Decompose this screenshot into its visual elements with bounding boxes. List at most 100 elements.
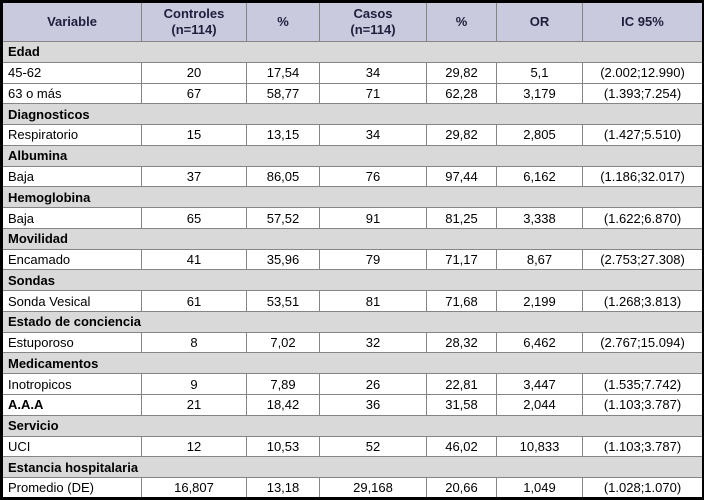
value-cell: (2.002;12.990) — [582, 61, 704, 84]
value-cell: 15 — [141, 124, 247, 146]
col-header-label: % — [277, 13, 289, 29]
section-row: Estancia hospitalaria — [1, 456, 704, 479]
value-cell: 13,18 — [246, 477, 320, 499]
value-cell: 81,25 — [426, 207, 497, 229]
col-header-variable: Variable — [1, 1, 142, 42]
value-cell: 62,28 — [426, 82, 497, 105]
table-row: 45-62 20 17,54 34 29,82 5,1 (2.002;12.990) — [1, 61, 704, 84]
value-cell: 57,52 — [246, 207, 320, 229]
col-header-label: IC 95% — [621, 13, 664, 29]
col-header-controles: Controles (n=114) — [141, 1, 247, 42]
col-header-sublabel: (n=114) — [350, 22, 396, 37]
value-cell: 7,02 — [246, 331, 320, 354]
value-cell: 46,02 — [426, 435, 497, 458]
value-cell: (1.103;3.787) — [582, 435, 704, 458]
col-header-label: Casos — [353, 5, 393, 21]
value-cell: (1.186;32.017) — [582, 165, 704, 188]
value-cell: 2,805 — [496, 124, 583, 146]
value-cell: 61 — [141, 290, 247, 312]
table-row: Estuporoso 8 7,02 32 28,32 6,462 (2.767;15.094… — [1, 331, 704, 354]
value-cell: 29,82 — [426, 124, 497, 146]
col-header-label: % — [455, 13, 468, 29]
value-cell: 22,81 — [426, 373, 497, 396]
variable-cell: Baja — [1, 165, 142, 188]
value-cell: 71 — [319, 82, 427, 105]
value-cell: 79 — [319, 248, 427, 271]
value-cell: 34 — [319, 61, 427, 84]
value-cell: 36 — [319, 394, 427, 416]
section-label: Hemoglobina — [1, 186, 704, 209]
value-cell: 71,17 — [426, 248, 497, 271]
table-row: Baja 37 86,05 76 97,44 6,162 (1.186;32.017) — [1, 165, 704, 188]
col-header-casos-percent: % — [426, 1, 497, 42]
value-cell: 17,54 — [246, 61, 320, 84]
value-cell: 2,199 — [496, 290, 583, 312]
value-cell: 20,66 — [426, 477, 497, 499]
table-row: Promedio (DE) 16,807 13,18 29,168 20,66 1,049… — [1, 477, 704, 499]
table-row: A.A.A 21 18,42 36 31,58 2,044 (1.103;3.787) — [1, 394, 704, 416]
col-header-label: Controles — [163, 5, 225, 21]
value-cell: 12 — [141, 435, 247, 458]
variable-cell: Promedio (DE) — [1, 477, 142, 499]
col-header-label: Variable — [47, 13, 97, 29]
value-cell: 13,15 — [246, 124, 320, 146]
value-cell: (1.393;7.254) — [582, 82, 704, 105]
table-row: 63 o más 67 58,77 71 62,28 3,179 (1.393;7.254) — [1, 82, 704, 105]
value-cell: (1.427;5.510) — [582, 124, 704, 146]
section-label: Servicio — [1, 414, 704, 437]
section-row: Hemoglobina — [1, 186, 704, 209]
section-row: Albumina — [1, 144, 704, 167]
value-cell: 5,1 — [496, 61, 583, 84]
value-cell: 67 — [141, 82, 247, 105]
variable-cell: Inotropicos — [1, 373, 142, 396]
table-body: Edad 45-62 20 17,54 34 29,82 5,1 (2.002;12.990)… — [1, 41, 704, 499]
table-row: Sonda Vesical 61 53,51 81 71,68 2,199 (1.268;3… — [1, 290, 704, 312]
section-label: Diagnosticos — [1, 103, 704, 126]
value-cell: (2.767;15.094) — [582, 331, 704, 354]
table-row: Encamado 41 35,96 79 71,17 8,67 (2.753;27.308) — [1, 248, 704, 271]
value-cell: 32 — [319, 331, 427, 354]
section-label: Estancia hospitalaria — [1, 456, 704, 479]
col-header-sublabel: (n=114) — [171, 22, 217, 37]
col-header-casos: Casos (n=114) — [319, 1, 427, 42]
value-cell: 20 — [141, 61, 247, 84]
value-cell: (1.622;6.870) — [582, 207, 704, 229]
value-cell: 29,82 — [426, 61, 497, 84]
variable-cell: Respiratorio — [1, 124, 142, 146]
section-label: Estado de conciencia — [1, 310, 704, 333]
value-cell: 6,462 — [496, 331, 583, 354]
section-label: Albumina — [1, 144, 704, 167]
value-cell: 91 — [319, 207, 427, 229]
col-header-controles-percent: % — [246, 1, 320, 42]
section-label: Medicamentos — [1, 352, 704, 375]
variable-cell: Estuporoso — [1, 331, 142, 354]
variable-cell: 45-62 — [1, 61, 142, 84]
variable-cell: 63 o más — [1, 82, 142, 105]
section-row: Sondas — [1, 269, 704, 292]
table-row: Baja 65 57,52 91 81,25 3,338 (1.622;6.870) — [1, 207, 704, 229]
value-cell: 10,53 — [246, 435, 320, 458]
value-cell: 6,162 — [496, 165, 583, 188]
value-cell: 86,05 — [246, 165, 320, 188]
variable-cell: Encamado — [1, 248, 142, 271]
value-cell: (1.028;1.070) — [582, 477, 704, 499]
value-cell: (1.103;3.787) — [582, 394, 704, 416]
value-cell: 18,42 — [246, 394, 320, 416]
value-cell: 37 — [141, 165, 247, 188]
table-row: Respiratorio 15 13,15 34 29,82 2,805 (1.427;5.… — [1, 124, 704, 146]
header-row: Variable Controles (n=114) % Casos (n=11… — [1, 1, 704, 42]
col-header-or: OR — [496, 1, 583, 42]
value-cell: (1.535;7.742) — [582, 373, 704, 396]
value-cell: 52 — [319, 435, 427, 458]
value-cell: 29,168 — [319, 477, 427, 499]
value-cell: 31,58 — [426, 394, 497, 416]
value-cell: 7,89 — [246, 373, 320, 396]
value-cell: (1.268;3.813) — [582, 290, 704, 312]
value-cell: 16,807 — [141, 477, 247, 499]
value-cell: 21 — [141, 394, 247, 416]
value-cell: 3,447 — [496, 373, 583, 396]
value-cell: 65 — [141, 207, 247, 229]
value-cell: 1,049 — [496, 477, 583, 499]
